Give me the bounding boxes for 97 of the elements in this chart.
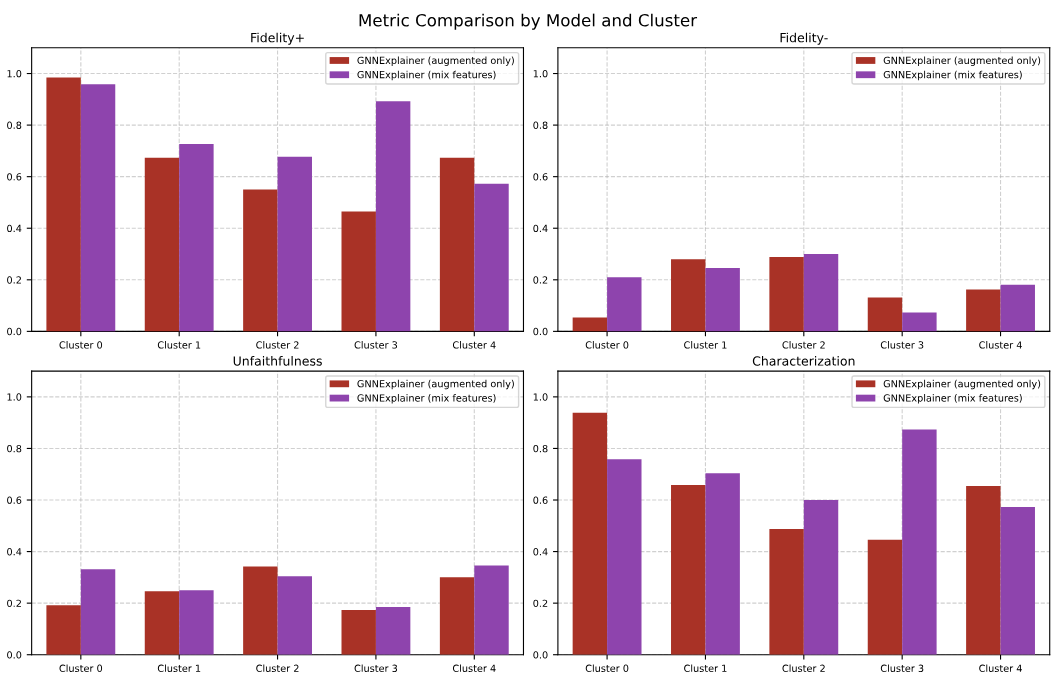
- x-tick-label: Cluster 1: [157, 341, 201, 349]
- x-tick-label: Cluster 3: [354, 341, 398, 349]
- y-tick-label: 0.6: [533, 173, 548, 181]
- y-tick-label: 0.4: [7, 224, 22, 233]
- bar: [439, 157, 475, 332]
- bar: [474, 183, 509, 332]
- x-tick-label: Cluster 0: [585, 341, 629, 349]
- bar: [902, 312, 937, 332]
- bar: [179, 590, 214, 655]
- bar: [671, 259, 706, 332]
- x-tick-label: Cluster 1: [157, 664, 201, 672]
- text: Metric Comparison by Model and Cluster: [359, 13, 698, 30]
- x-tick-label: Cluster 3: [880, 664, 924, 672]
- x-tick-label: Cluster 1: [684, 341, 727, 349]
- y-tick-label: 0.2: [7, 276, 21, 284]
- x-tick-label: Cluster 0: [59, 664, 103, 672]
- x-tick-label: Cluster 0: [59, 341, 103, 349]
- x-tick-label: Cluster 2: [782, 664, 825, 672]
- bar: [341, 211, 376, 332]
- bar: [867, 539, 903, 655]
- legend-label: GNNExplainer (mix features): [357, 70, 496, 81]
- y-tick-label: 0.2: [533, 276, 548, 284]
- bar: [705, 473, 740, 655]
- y-tick-label: 0.6: [7, 496, 22, 504]
- chart-title: Fidelity-: [780, 32, 828, 45]
- bar: [144, 591, 180, 655]
- x-tick-label: Cluster 4: [979, 341, 1022, 349]
- legend-label: GNNExplainer (augmented only): [357, 56, 514, 66]
- bar: [572, 412, 608, 655]
- y-tick-label: 0.0: [7, 327, 22, 336]
- bar: [375, 101, 411, 332]
- bar: [803, 254, 839, 332]
- y-tick-label: 0.6: [7, 173, 22, 181]
- bar: [966, 289, 1001, 332]
- x-tick-label: Cluster 4: [452, 664, 496, 672]
- bar: [243, 189, 278, 332]
- bar: [277, 576, 312, 655]
- bar: [80, 569, 116, 655]
- x-tick-label: Cluster 3: [880, 341, 924, 349]
- bar: [607, 277, 642, 332]
- bar: [80, 84, 116, 332]
- bar: [902, 429, 937, 655]
- x-tick-label: Cluster 1: [684, 664, 727, 672]
- bar: [705, 267, 740, 332]
- y-tick-label: 0.4: [533, 224, 548, 233]
- y-tick-label: 0.8: [7, 444, 22, 453]
- chart-title: Characterization: [752, 356, 855, 366]
- x-tick-label: Cluster 2: [256, 664, 299, 672]
- bar: [474, 565, 509, 655]
- bar: [144, 157, 180, 332]
- y-tick-label: 0.6: [533, 496, 548, 504]
- chart-title: Unfaithfulness: [233, 356, 322, 366]
- bar: [277, 156, 312, 332]
- y-tick-label: 1.0: [533, 393, 548, 401]
- bar: [46, 605, 81, 655]
- legend-label: GNNExplainer (augmented only): [883, 56, 1041, 66]
- y-tick-label: 1.0: [7, 393, 22, 401]
- y-tick-label: 0.4: [7, 548, 22, 556]
- bar: [46, 77, 81, 332]
- y-tick-label: 0.4: [533, 548, 548, 556]
- y-tick-label: 0.8: [7, 121, 22, 129]
- bar: [179, 143, 214, 332]
- bar: [607, 459, 642, 655]
- x-tick-label: Cluster 2: [256, 341, 299, 349]
- bar: [243, 566, 278, 655]
- y-tick-label: 0.2: [7, 599, 21, 607]
- bar: [769, 257, 804, 332]
- bar: [769, 528, 804, 655]
- y-tick-label: 0.8: [533, 121, 548, 129]
- bar: [1000, 506, 1035, 655]
- x-tick-label: Cluster 4: [452, 341, 496, 349]
- y-tick-label: 0.0: [533, 327, 548, 336]
- bar: [439, 577, 475, 655]
- y-tick-label: 0.0: [7, 651, 22, 659]
- bar: [1000, 284, 1035, 332]
- y-tick-label: 1.0: [7, 70, 22, 78]
- x-tick-label: Cluster 2: [782, 341, 825, 349]
- x-tick-label: Cluster 4: [979, 664, 1022, 672]
- legend-label: GNNExplainer (augmented only): [883, 379, 1041, 390]
- y-tick-label: 1.0: [533, 70, 548, 78]
- x-tick-label: Cluster 3: [354, 664, 398, 672]
- bar: [867, 297, 903, 332]
- legend-label: GNNExplainer (mix features): [357, 394, 496, 404]
- x-tick-label: Cluster 0: [585, 664, 629, 672]
- bar: [572, 317, 608, 332]
- bar: [803, 500, 839, 655]
- legend-label: GNNExplainer (mix features): [883, 70, 1022, 81]
- chart-title: Fidelity+: [251, 32, 304, 45]
- bar: [375, 607, 411, 655]
- y-tick-label: 0.8: [533, 444, 548, 453]
- bar: [671, 485, 706, 655]
- legend-label: GNNExplainer (mix features): [883, 394, 1022, 404]
- bar: [966, 486, 1001, 655]
- legend-label: GNNExplainer (augmented only): [357, 379, 514, 390]
- y-tick-label: 0.2: [533, 599, 548, 607]
- y-tick-label: 0.0: [533, 651, 548, 659]
- bar: [341, 610, 376, 655]
